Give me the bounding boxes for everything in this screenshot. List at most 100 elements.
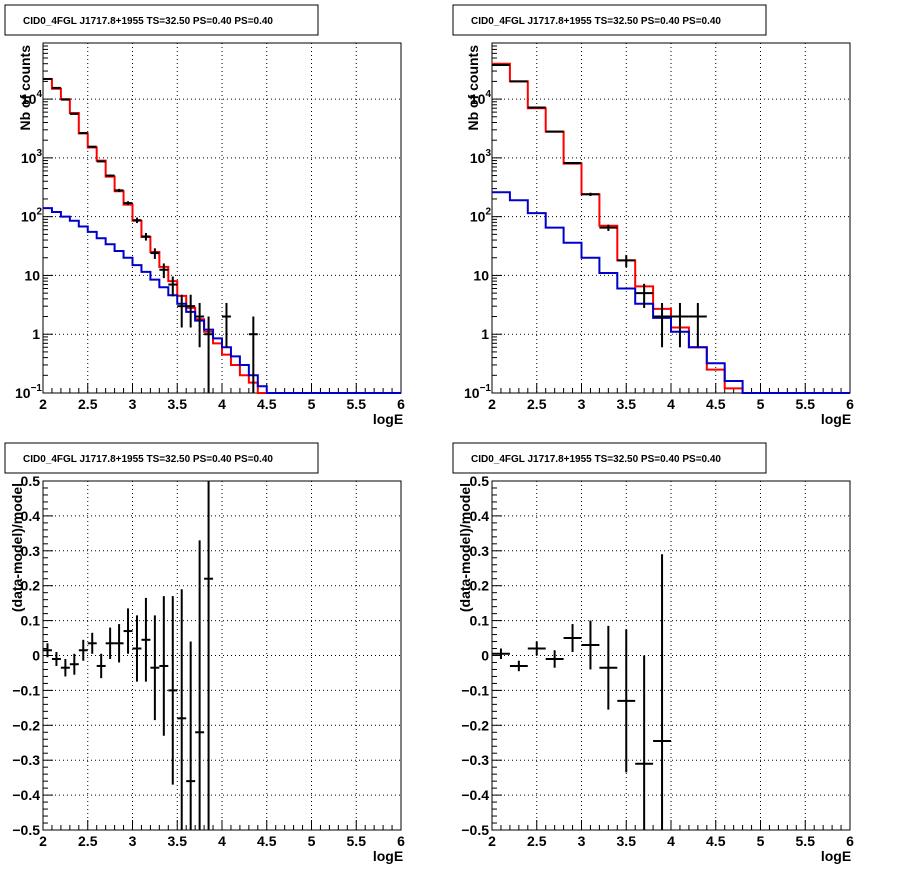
x-tick-label: 3 [129,396,137,412]
y-tick-label: 103 [21,148,43,166]
y-tick-label: 0.1 [21,613,41,629]
data-point [69,112,79,115]
data-point [653,302,671,348]
y-tick-label: 104 [21,89,43,107]
x-tick-label: 5.5 [347,396,367,412]
y-tick-label: 0.5 [470,473,490,489]
data-point [114,624,124,663]
data-point [168,276,178,297]
data-point [581,192,600,197]
data-point [123,201,133,206]
panel-4: CID0_4FGL J1717.8+1955 TS=32.50 PS=0.40 … [452,442,854,864]
x-tick-label: 5.5 [796,833,816,849]
x-tick-label: 4 [667,396,675,412]
y-tick-label: 102 [21,207,43,225]
data-point [43,643,52,658]
x-tick-label: 2.5 [78,833,98,849]
data-point [581,620,600,670]
y-tick-label: 10−1 [15,383,42,401]
x-tick-label: 4 [218,396,226,412]
x-tick-label: 2 [39,396,47,412]
x-tick-label: 5.5 [796,396,816,412]
panel-3: CID0_4FGL J1717.8+1955 TS=32.50 PS=0.40 … [4,442,405,864]
y-tick-label: −0.2 [461,717,489,733]
x-tick-label: 6 [846,396,854,412]
panel-2: CID0_4FGL J1717.8+1955 TS=32.50 PS=0.40 … [452,4,854,427]
y-tick-label: 10−1 [464,383,491,401]
y-tick-label: −0.5 [461,822,489,838]
x-tick-label: 4.5 [706,396,726,412]
data-point [563,624,582,653]
y-tick-label: −0.4 [461,787,489,803]
data-point [599,224,618,232]
data-point [96,160,106,163]
data-point [545,650,564,668]
x-tick-label: 6 [397,396,405,412]
data-point [563,161,582,164]
data-point [527,106,546,109]
x-tick-label: 3.5 [617,833,637,849]
data-point [105,174,115,177]
x-tick-label: 3 [578,833,586,849]
y-tick-label: 0 [32,648,40,664]
y-tick-label: −0.3 [461,752,489,768]
x-tick-label: 4 [218,833,226,849]
chart-title: CID0_4FGL J1717.8+1955 TS=32.50 PS=0.40 … [471,454,721,465]
panel-1: CID0_4FGL J1717.8+1955 TS=32.50 PS=0.40 … [4,4,405,427]
data-point [617,629,636,773]
data-point [96,653,106,679]
data-point [509,660,528,672]
data-point [248,316,258,393]
x-tick-label: 5 [308,396,316,412]
data-point [688,302,707,348]
component-model-histogram [492,191,850,394]
data-point [177,294,187,328]
y-tick-label: 10 [24,267,40,283]
x-tick-label: 3 [129,833,137,849]
x-axis-label: logE [821,848,851,864]
data-point [635,283,654,308]
data-point [87,145,97,148]
chart-title: CID0_4FGL J1717.8+1955 TS=32.50 PS=0.40 … [471,16,721,27]
data-point [492,648,510,659]
x-tick-label: 2.5 [78,396,98,412]
y-tick-label: 0.3 [470,543,490,559]
x-axis-label: logE [373,411,403,427]
data-point [653,554,671,830]
data-point [132,217,142,224]
y-tick-label: 10 [473,267,489,283]
y-tick-label: −0.4 [12,787,40,803]
data-point [222,302,231,348]
x-tick-label: 2 [39,833,47,849]
y-axis-label: Nb of counts [465,45,481,131]
x-tick-label: 5.5 [347,833,367,849]
data-point [186,641,196,830]
y-axis-label: Nb of counts [17,45,33,131]
y-tick-label: 1 [32,326,40,342]
title-box [4,4,319,36]
data-point [177,589,187,830]
y-axis-label: (data-model)/model [457,483,473,612]
data-point [123,608,133,654]
y-tick-label: 0.2 [21,578,41,594]
y-axis-label: (data-model)/model [9,483,25,612]
y-tick-label: 0.3 [21,543,41,559]
data-point [159,263,169,279]
data-point [60,658,70,677]
x-tick-label: 3 [578,396,586,412]
y-tick-label: 102 [470,207,492,225]
y-tick-label: 0.1 [470,613,490,629]
x-tick-label: 5 [308,833,316,849]
x-tick-label: 5 [757,396,765,412]
y-tick-label: 103 [470,148,492,166]
title-box [4,442,319,474]
title-box [452,442,767,474]
y-tick-label: −0.1 [12,682,40,698]
x-tick-label: 3.5 [617,396,637,412]
x-tick-label: 2 [488,396,496,412]
data-point [51,652,61,666]
y-tick-label: 0 [481,648,489,664]
data-point [141,232,151,241]
x-tick-label: 6 [846,833,854,849]
data-point [150,615,160,721]
